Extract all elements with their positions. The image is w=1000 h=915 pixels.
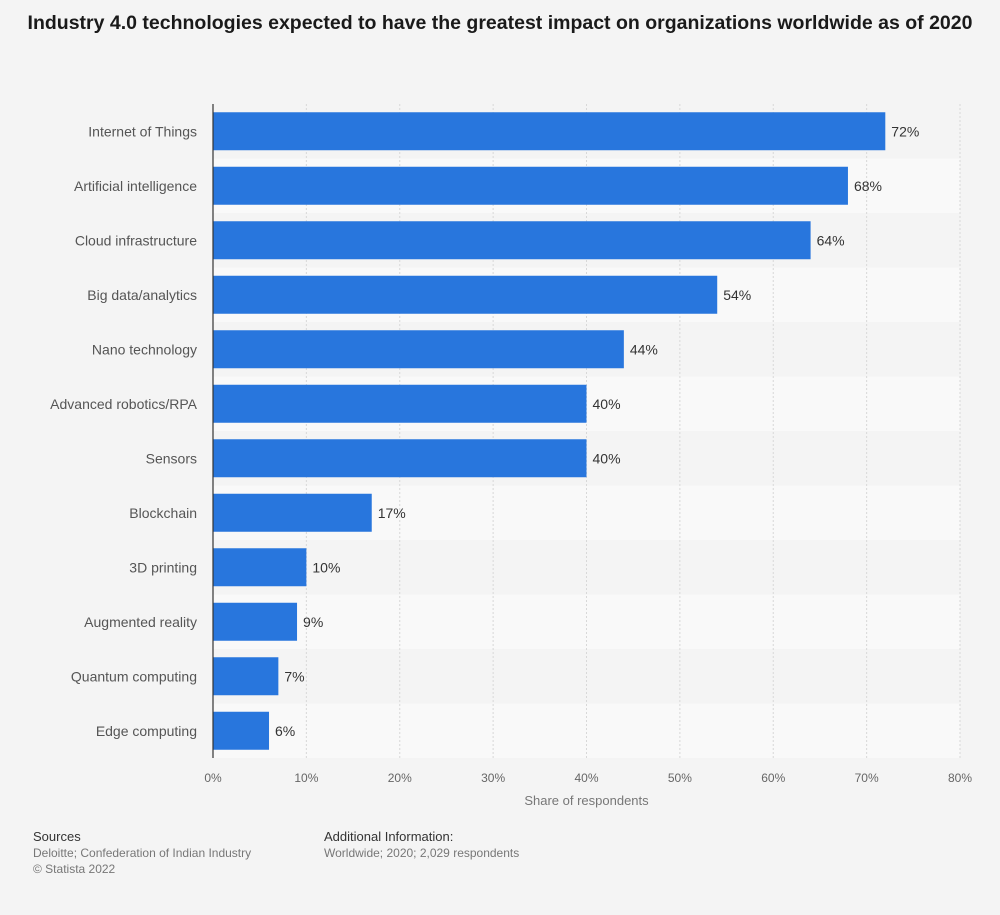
value-label: 9% xyxy=(303,614,323,630)
value-label: 72% xyxy=(891,123,919,139)
value-label: 10% xyxy=(312,559,340,575)
category-label: Internet of Things xyxy=(88,123,197,139)
bar xyxy=(213,439,587,478)
bar xyxy=(213,602,298,641)
sources-text: Deloitte; Confederation of Indian Indust… xyxy=(33,846,252,860)
value-label: 6% xyxy=(275,723,295,739)
bar xyxy=(213,330,624,369)
category-label: Augmented reality xyxy=(84,614,197,630)
value-label: 64% xyxy=(817,232,845,248)
x-tick-label: 0% xyxy=(204,771,222,785)
bar xyxy=(213,221,811,260)
value-label: 40% xyxy=(593,450,621,466)
x-tick-label: 20% xyxy=(388,771,412,785)
bar-chart: Internet of Things 72% Artificial intellig… xyxy=(50,104,972,808)
x-tick-label: 80% xyxy=(948,771,972,785)
value-label: 54% xyxy=(723,287,751,303)
category-label: Cloud infrastructure xyxy=(75,232,197,248)
bar xyxy=(213,548,307,587)
sources-block: Sources Deloitte; Confederation of India… xyxy=(33,829,251,877)
x-tick-label: 50% xyxy=(668,771,692,785)
value-label: 7% xyxy=(284,668,304,684)
value-label: 17% xyxy=(378,505,406,521)
bar xyxy=(213,275,718,314)
value-label: 44% xyxy=(630,341,658,357)
category-label: Artificial intelligence xyxy=(74,178,197,194)
category-label: Advanced robotics/RPA xyxy=(50,396,197,412)
bar xyxy=(213,493,372,532)
category-label: Nano technology xyxy=(92,341,197,357)
bar xyxy=(213,112,886,151)
copyright: © Statista 2022 xyxy=(33,862,116,876)
category-label: Big data/analytics xyxy=(87,287,197,303)
x-axis-title: Share of respondents xyxy=(524,793,649,808)
value-label: 68% xyxy=(854,178,882,194)
additional-info-heading[interactable]: Additional Information: xyxy=(324,829,454,844)
chart-title: Industry 4.0 technologies expected to ha… xyxy=(27,12,973,34)
bar xyxy=(213,166,848,205)
sources-heading[interactable]: Sources xyxy=(33,829,81,844)
category-label: Blockchain xyxy=(129,505,197,521)
x-tick-label: 70% xyxy=(855,771,879,785)
value-label: 40% xyxy=(593,396,621,412)
category-label: Quantum computing xyxy=(71,668,197,684)
bar xyxy=(213,384,587,423)
category-label: 3D printing xyxy=(129,559,197,575)
bar xyxy=(213,657,279,696)
additional-info-text: Worldwide; 2020; 2,029 respondents xyxy=(324,846,520,860)
category-label: Sensors xyxy=(146,450,197,466)
x-tick-label: 10% xyxy=(294,771,318,785)
x-tick-label: 60% xyxy=(761,771,785,785)
additional-info-block: Additional Information: Worldwide; 2020;… xyxy=(324,829,519,861)
x-tick-label: 40% xyxy=(574,771,598,785)
bar xyxy=(213,711,270,750)
category-label: Edge computing xyxy=(96,723,197,739)
x-tick-label: 30% xyxy=(481,771,505,785)
